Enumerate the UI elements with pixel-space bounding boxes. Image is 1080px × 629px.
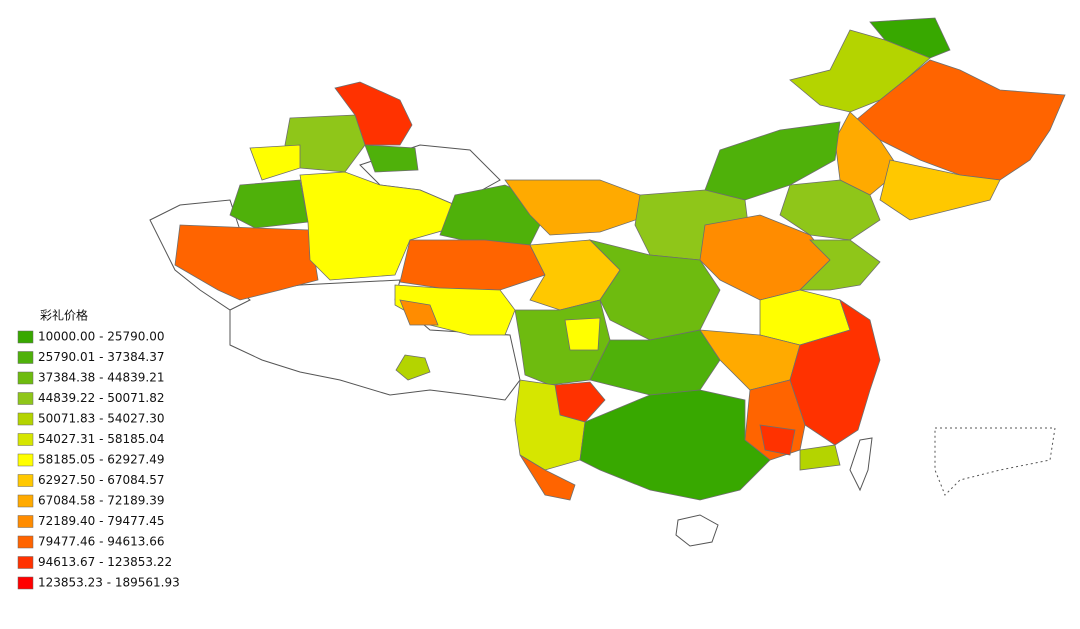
region xyxy=(564,317,601,351)
region xyxy=(174,224,319,301)
legend-swatch xyxy=(17,392,34,405)
legend-label: 123853.23 - 189561.93 xyxy=(38,576,180,590)
region xyxy=(799,239,881,291)
legend-title: 彩礼价格 xyxy=(40,308,88,323)
legend: 彩礼价格 10000.00 - 25790.00 25790.01 - 37384… xyxy=(17,308,180,590)
region xyxy=(229,179,309,229)
legend-swatch xyxy=(17,453,34,467)
inset-frame xyxy=(934,427,1056,496)
region xyxy=(249,144,301,181)
legend-label: 10000.00 - 25790.00 xyxy=(38,330,164,344)
region xyxy=(759,424,796,456)
legend-label: 25790.01 - 37384.37 xyxy=(38,350,164,364)
region xyxy=(579,389,771,501)
legend-label: 58185.05 - 62927.49 xyxy=(38,453,164,467)
hainan xyxy=(675,514,719,547)
region xyxy=(789,29,931,113)
legend-swatch xyxy=(17,330,34,344)
legend-swatch xyxy=(17,556,34,569)
region xyxy=(799,444,841,471)
legend-swatch xyxy=(17,576,34,590)
region xyxy=(504,179,651,236)
legend-label: 67084.58 - 72189.39 xyxy=(38,494,164,508)
legend-swatch xyxy=(17,535,34,549)
legend-swatch xyxy=(17,515,34,528)
legend-label: 72189.40 - 79477.45 xyxy=(38,514,164,528)
legend-swatch xyxy=(17,371,34,385)
legend-swatch xyxy=(17,494,34,508)
region xyxy=(879,159,1001,221)
region xyxy=(395,354,431,381)
region xyxy=(519,454,576,501)
legend-swatch xyxy=(17,351,34,364)
legend-swatch xyxy=(17,433,34,446)
taiwan xyxy=(849,437,873,492)
legend-label: 94613.67 - 123853.22 xyxy=(38,555,172,569)
legend-label: 37384.38 - 44839.21 xyxy=(38,371,164,385)
legend-label: 50071.83 - 54027.30 xyxy=(38,412,164,426)
region xyxy=(779,179,881,241)
region xyxy=(399,299,439,326)
region xyxy=(364,144,419,173)
legend-label: 54027.31 - 58185.04 xyxy=(38,432,164,446)
legend-swatch xyxy=(17,474,34,487)
legend-label: 44839.22 - 50071.82 xyxy=(38,391,164,405)
map-regions xyxy=(149,17,1066,547)
legend-label: 62927.50 - 67084.57 xyxy=(38,473,164,487)
legend-swatch xyxy=(17,412,34,426)
region xyxy=(299,171,456,281)
region xyxy=(399,239,546,291)
region xyxy=(869,17,951,59)
legend-label: 79477.46 - 94613.66 xyxy=(38,535,164,549)
